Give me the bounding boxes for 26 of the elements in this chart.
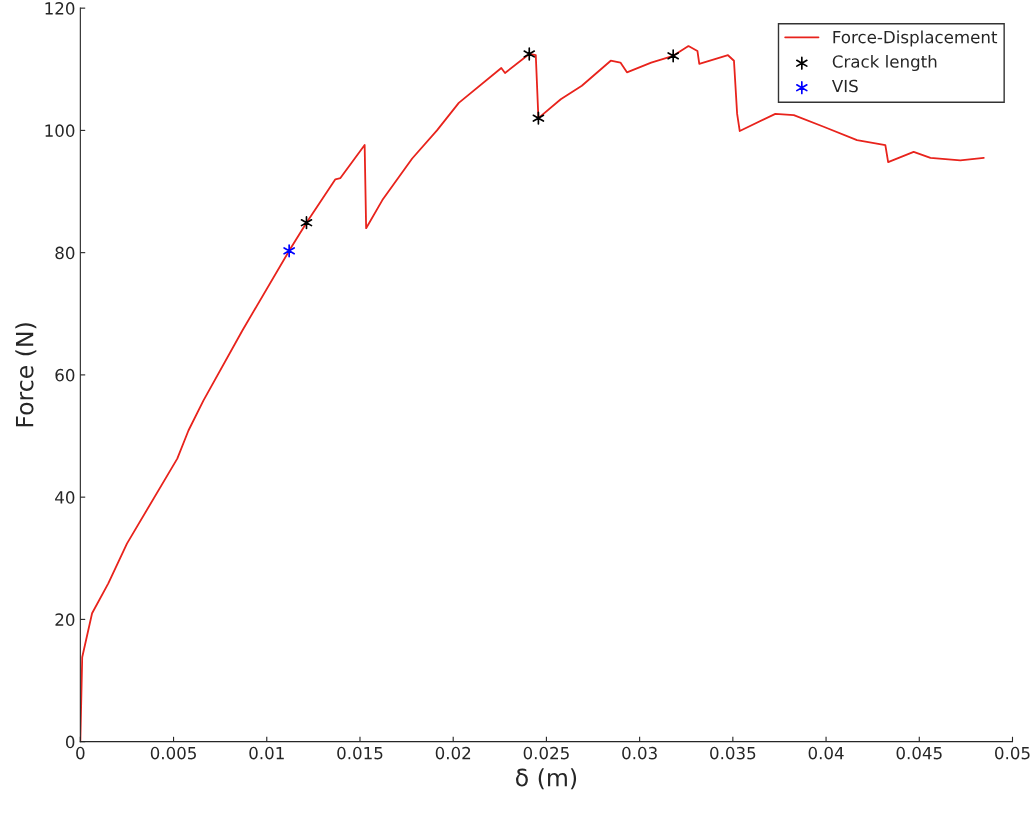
x-tick-label: 0.04 — [808, 746, 844, 760]
x-tick-label: 0.045 — [896, 746, 942, 760]
legend-label: Crack length — [832, 54, 937, 72]
legend-label: Force-Displacement — [833, 30, 998, 47]
legend-label: VIS — [831, 79, 858, 93]
x-tick-label: 0.035 — [710, 746, 756, 760]
y-tick-label: 120 — [45, 2, 75, 15]
x-tick-label: 0.005 — [150, 746, 196, 760]
x-tick-label: 0 — [76, 746, 85, 760]
y-tick-label: 0 — [65, 735, 75, 749]
point — [283, 244, 296, 258]
x-tick-label: 0.01 — [249, 746, 284, 760]
x-tick-label: 0.025 — [523, 746, 569, 760]
y-tick-label: 80 — [55, 246, 75, 260]
y-axis-title: Force (N) — [15, 323, 37, 427]
y-tick-label: 20 — [55, 613, 75, 626]
x-tick-label: 0.02 — [435, 746, 471, 760]
x-tick-label: 0.05 — [995, 746, 1030, 760]
y-tick-label: 40 — [55, 491, 75, 504]
point — [667, 49, 680, 63]
y-tick-label: 100 — [45, 124, 75, 137]
x-tick-label: 0.015 — [337, 746, 383, 760]
x-axis-title: δ (m) — [516, 768, 577, 790]
x-tick-label: 0.03 — [622, 746, 657, 760]
point — [523, 47, 536, 61]
y-tick-label: 60 — [55, 368, 75, 382]
